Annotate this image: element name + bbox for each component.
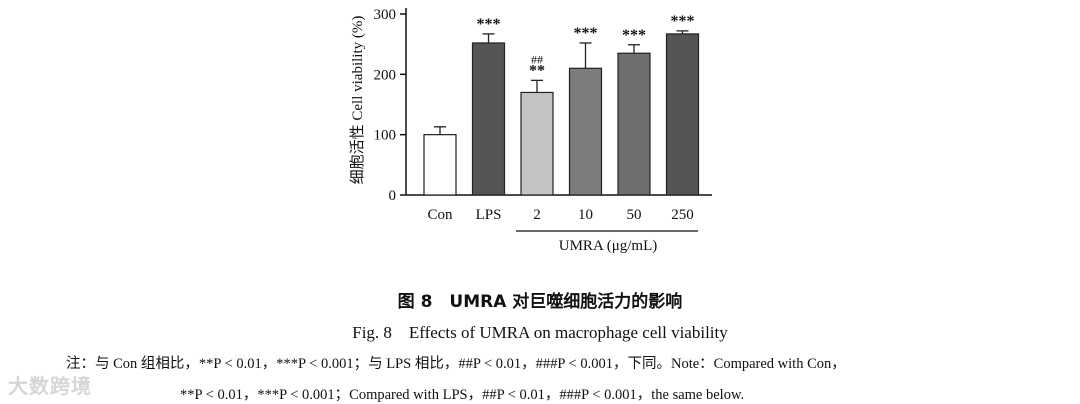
bar	[568, 67, 603, 196]
y-tick-label: 300	[374, 7, 397, 23]
bar	[471, 42, 506, 196]
chart-axes: 0 100 200 300	[374, 7, 712, 204]
bar-chart: 0 100 200 300 Con LPS *** 2 **## 10 *** 50 *** 250 **…	[349, 7, 712, 254]
group-label: UMRA (μg/mL)	[559, 238, 657, 254]
x-tick-label: LPS	[476, 207, 502, 223]
significance-mark: ***	[477, 16, 501, 33]
significance-mark: ***	[671, 13, 695, 30]
watermark-logo: 大数跨境	[8, 374, 92, 398]
bar	[423, 134, 457, 196]
y-tick-label: 0	[389, 188, 397, 204]
figure-note-line-2: **P < 0.01，***P < 0.001；Compared with LP…	[180, 387, 745, 403]
significance-mark: ***	[622, 27, 646, 44]
x-tick-label: 250	[671, 207, 694, 223]
x-tick-label: 50	[627, 207, 642, 223]
figure-note-line-1: 注：与 Con 组相比，**P < 0.01，***P < 0.001；与 LP…	[66, 356, 846, 372]
significance-mark: **	[529, 62, 545, 79]
figure-caption-cn: 图 8 UMRA 对巨噬细胞活力的影响	[397, 292, 683, 312]
y-tick-label: 100	[374, 128, 397, 144]
figure-caption-en: Fig. 8 Effects of UMRA on macrophage cel…	[352, 323, 728, 342]
x-tick-label: 2	[533, 207, 541, 223]
significance-mark: ***	[574, 25, 598, 42]
y-axis-label: 细胞活性 Cell viability (%)	[349, 16, 366, 185]
hash-mark: ##	[531, 52, 543, 66]
bar	[520, 91, 554, 196]
bar	[665, 33, 700, 196]
chart-bars: Con LPS *** 2 **## 10 *** 50 *** 250 ***	[423, 13, 700, 223]
bar	[617, 52, 651, 196]
x-tick-label: 10	[578, 207, 593, 223]
y-tick-label: 200	[374, 67, 397, 83]
x-tick-label: Con	[427, 207, 453, 223]
